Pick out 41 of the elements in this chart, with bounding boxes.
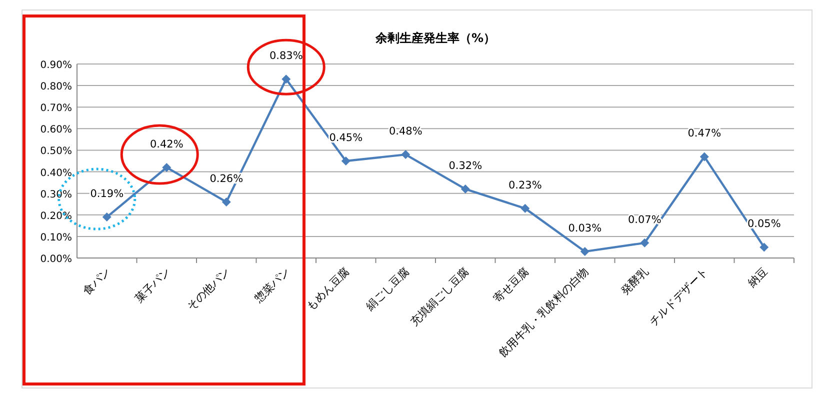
x-tick-label: 発酵乳 (618, 264, 651, 298)
y-tick-label: 0.90% (40, 60, 72, 71)
x-tick-label: 菓子パン (132, 264, 173, 306)
chart-title: 余剰生産発生率（%） (374, 31, 496, 45)
point (162, 162, 172, 172)
point (460, 184, 470, 194)
y-tick-label: 0.30% (40, 189, 72, 200)
y-tick-label: 0.40% (40, 168, 72, 179)
y-tick-label: 0.80% (40, 82, 72, 93)
data-label: 0.45% (329, 132, 363, 144)
x-tick-label: 絹ごし豆腐 (362, 264, 412, 314)
point (700, 152, 709, 162)
x-tick-label: 寄せ豆腐 (490, 264, 532, 306)
x-tick-label: 惣菜パン (251, 264, 292, 306)
y-tick-label: 0.50% (40, 146, 72, 158)
x-tick-label: 食パン (80, 264, 113, 298)
point (520, 204, 530, 213)
data-label: 0.83% (269, 50, 303, 62)
y-tick-label: 0.70% (40, 103, 72, 114)
x-tick-label: その他パン (184, 264, 232, 314)
point (640, 238, 650, 248)
data-label: 0.48% (388, 126, 422, 138)
point (580, 247, 590, 256)
data-label: 0.03% (568, 222, 602, 235)
point (282, 74, 291, 84)
x-tick-label: もめん豆腐 (304, 264, 352, 314)
x-tick-label: 納豆 (746, 264, 770, 290)
data-label: 0.23% (508, 179, 542, 192)
point (760, 242, 769, 252)
y-tick-label: 0.20% (40, 210, 72, 222)
point (401, 150, 410, 160)
y-tick-label: 0.60% (40, 124, 72, 136)
y-tick-label: 0.00% (40, 254, 72, 265)
data-label: 0.47% (688, 128, 722, 140)
point (341, 156, 350, 166)
point (222, 197, 231, 206)
point (102, 212, 112, 222)
data-label: 0.42% (150, 138, 184, 150)
y-tick-label: 0.10% (40, 232, 72, 244)
data-label: 0.19% (90, 188, 124, 200)
data-label: 0.32% (448, 160, 482, 172)
